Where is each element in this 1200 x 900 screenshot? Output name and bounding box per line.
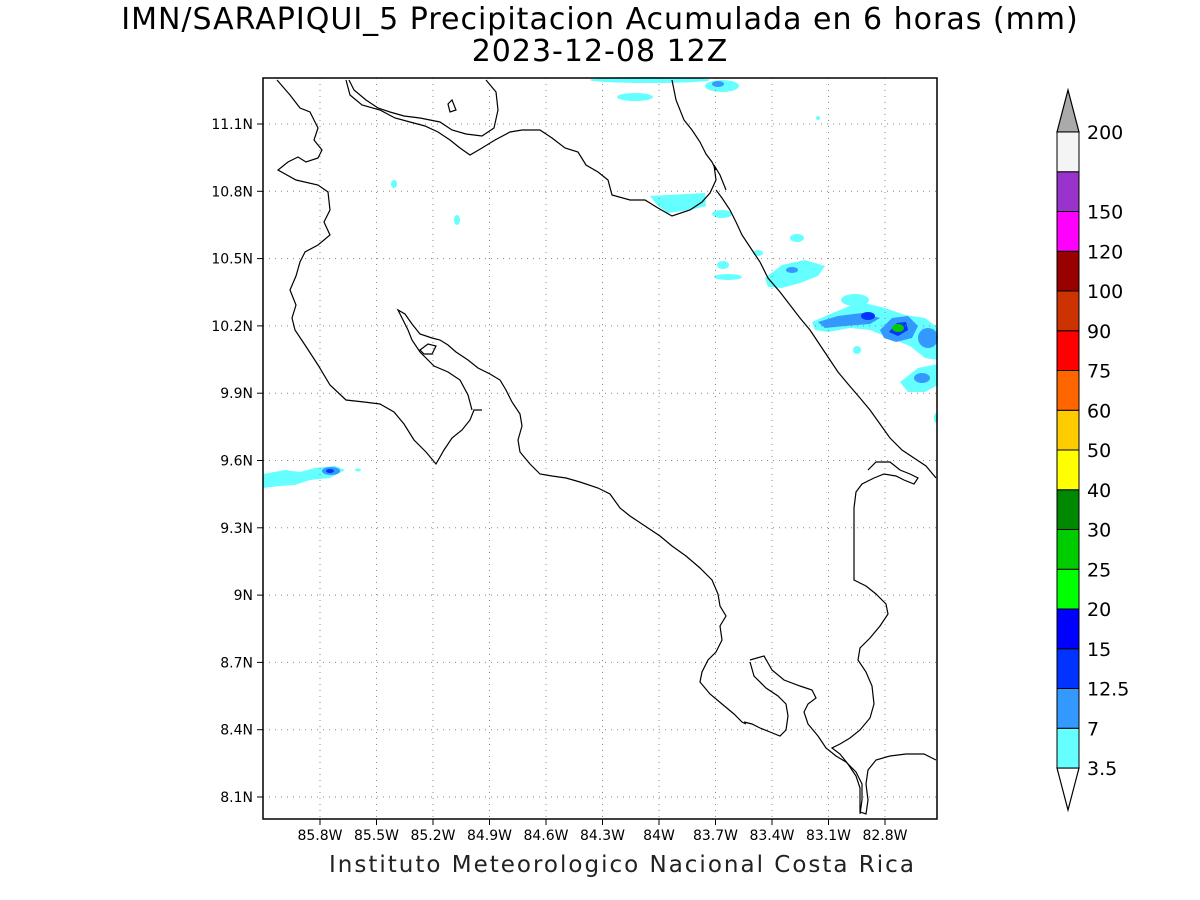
precip-area [853, 346, 861, 354]
longitude-tick-label: 85.2W [410, 828, 455, 844]
legend-level-label: 75 [1087, 361, 1111, 383]
legend-level-label: 150 [1087, 202, 1123, 224]
precip-area [786, 267, 798, 273]
latitude-tick-label: 10.2N [211, 319, 253, 335]
legend-bottom-arrow [1056, 767, 1080, 813]
longitude-tick-label: 84.9W [467, 828, 512, 844]
map-frame [262, 77, 938, 820]
precip-area [650, 193, 706, 213]
coastline [276, 79, 937, 815]
latitude-tick-label: 9N [234, 588, 253, 604]
precip-area [861, 312, 875, 320]
legend-color-swatch [1056, 409, 1080, 451]
precip-area [892, 324, 904, 332]
legend-color-swatch [1056, 290, 1080, 332]
legend-top-arrow [1056, 87, 1080, 133]
legend-level-label: 120 [1087, 241, 1123, 263]
precip-area [841, 294, 869, 306]
longitude-tick-label: 84.6W [523, 828, 568, 844]
legend-color-swatch [1056, 449, 1080, 491]
precip-area [816, 116, 820, 120]
legend-level-label: 25 [1087, 559, 1111, 581]
legend-color-swatch [1056, 688, 1080, 729]
latitude-tick-label: 8.1N [220, 790, 253, 806]
legend-color-swatch [1056, 370, 1080, 411]
legend-level-label: 30 [1087, 520, 1111, 542]
legend-color-swatch [1056, 131, 1080, 173]
precip-area [765, 260, 825, 288]
precip-area [326, 469, 334, 473]
map-title: IMN/SARAPIQUI_5 Precipitacion Acumulada … [121, 2, 1079, 37]
latitude-tick-label: 9.6N [220, 454, 253, 470]
precip-area [914, 373, 930, 383]
legend-color-swatch [1056, 489, 1080, 530]
latitude-tick-label: 11.1N [211, 117, 253, 133]
legend-level-label: 3.5 [1087, 758, 1117, 780]
latitude-tick-label: 10.5N [211, 252, 253, 268]
latitude-tick-label: 8.4N [220, 723, 253, 739]
precip-area [714, 274, 742, 280]
latitude-tick-label: 10.8N [211, 184, 253, 200]
legend-level-label: 50 [1087, 440, 1111, 462]
legend-level-label: 200 [1087, 122, 1123, 144]
map-grid [263, 78, 937, 819]
legend-color-swatch [1056, 330, 1080, 371]
precipitation-legend: 3.5 7 12.5 15 20 25 30 40 50 60 75 90 100 120 150 200 [1056, 87, 1129, 813]
longitude-tick-label: 85.5W [354, 828, 399, 844]
legend-level-label: 7 [1087, 718, 1099, 740]
legend-color-swatch [1056, 568, 1080, 610]
institution-footer: Instituto Meteorologico Nacional Costa R… [329, 852, 916, 878]
legend-color-swatch [1056, 727, 1080, 769]
legend-level-label: 15 [1087, 639, 1111, 661]
legend-level-label: 20 [1087, 599, 1111, 621]
latitude-axis: 11.1N 10.8N 10.5N 10.2N 9.9N 9.6N 9.3N 9N 8.7N 8.… [211, 117, 253, 806]
longitude-tick-label: 83.1W [806, 828, 851, 844]
longitude-tick-label: 82.8W [862, 828, 907, 844]
precip-area [391, 180, 397, 188]
longitude-axis: 85.8W 85.5W 85.2W 84.9W 84.6W 84.3W 84W 83.7W 83… [297, 828, 907, 844]
latitude-tick-label: 9.9N [220, 386, 253, 402]
legend-color-swatch [1056, 211, 1080, 252]
latitude-tick-label: 9.3N [220, 521, 253, 537]
legend-color-swatch [1056, 608, 1080, 650]
legend-color-swatch [1056, 250, 1080, 292]
longitude-tick-label: 85.8W [297, 828, 342, 844]
legend-level-label: 60 [1087, 400, 1111, 422]
legend-level-label: 12.5 [1087, 679, 1129, 701]
precip-area [790, 234, 804, 242]
precip-area [812, 302, 938, 360]
legend-color-swatch [1056, 648, 1080, 689]
precip-area [355, 468, 361, 472]
longitude-tick-label: 83.7W [693, 828, 738, 844]
precip-area [717, 261, 729, 269]
legend-level-label: 40 [1087, 480, 1111, 502]
map-date-subtitle: 2023-12-08 12Z [471, 34, 729, 69]
precip-area [712, 81, 724, 87]
precip-area [454, 215, 460, 225]
longitude-tick-label: 83.4W [749, 828, 794, 844]
precipitation-shading [263, 77, 938, 488]
legend-color-swatch [1056, 171, 1080, 212]
longitude-tick-label: 84W [643, 828, 675, 844]
longitude-tick-label: 84.3W [580, 828, 625, 844]
precip-area [617, 93, 653, 101]
legend-level-label: 100 [1087, 281, 1123, 303]
latitude-tick-label: 8.7N [220, 655, 253, 671]
legend-color-swatch [1056, 529, 1080, 570]
legend-level-label: 90 [1087, 321, 1111, 343]
precip-area [712, 210, 732, 218]
precip-area [918, 328, 938, 348]
